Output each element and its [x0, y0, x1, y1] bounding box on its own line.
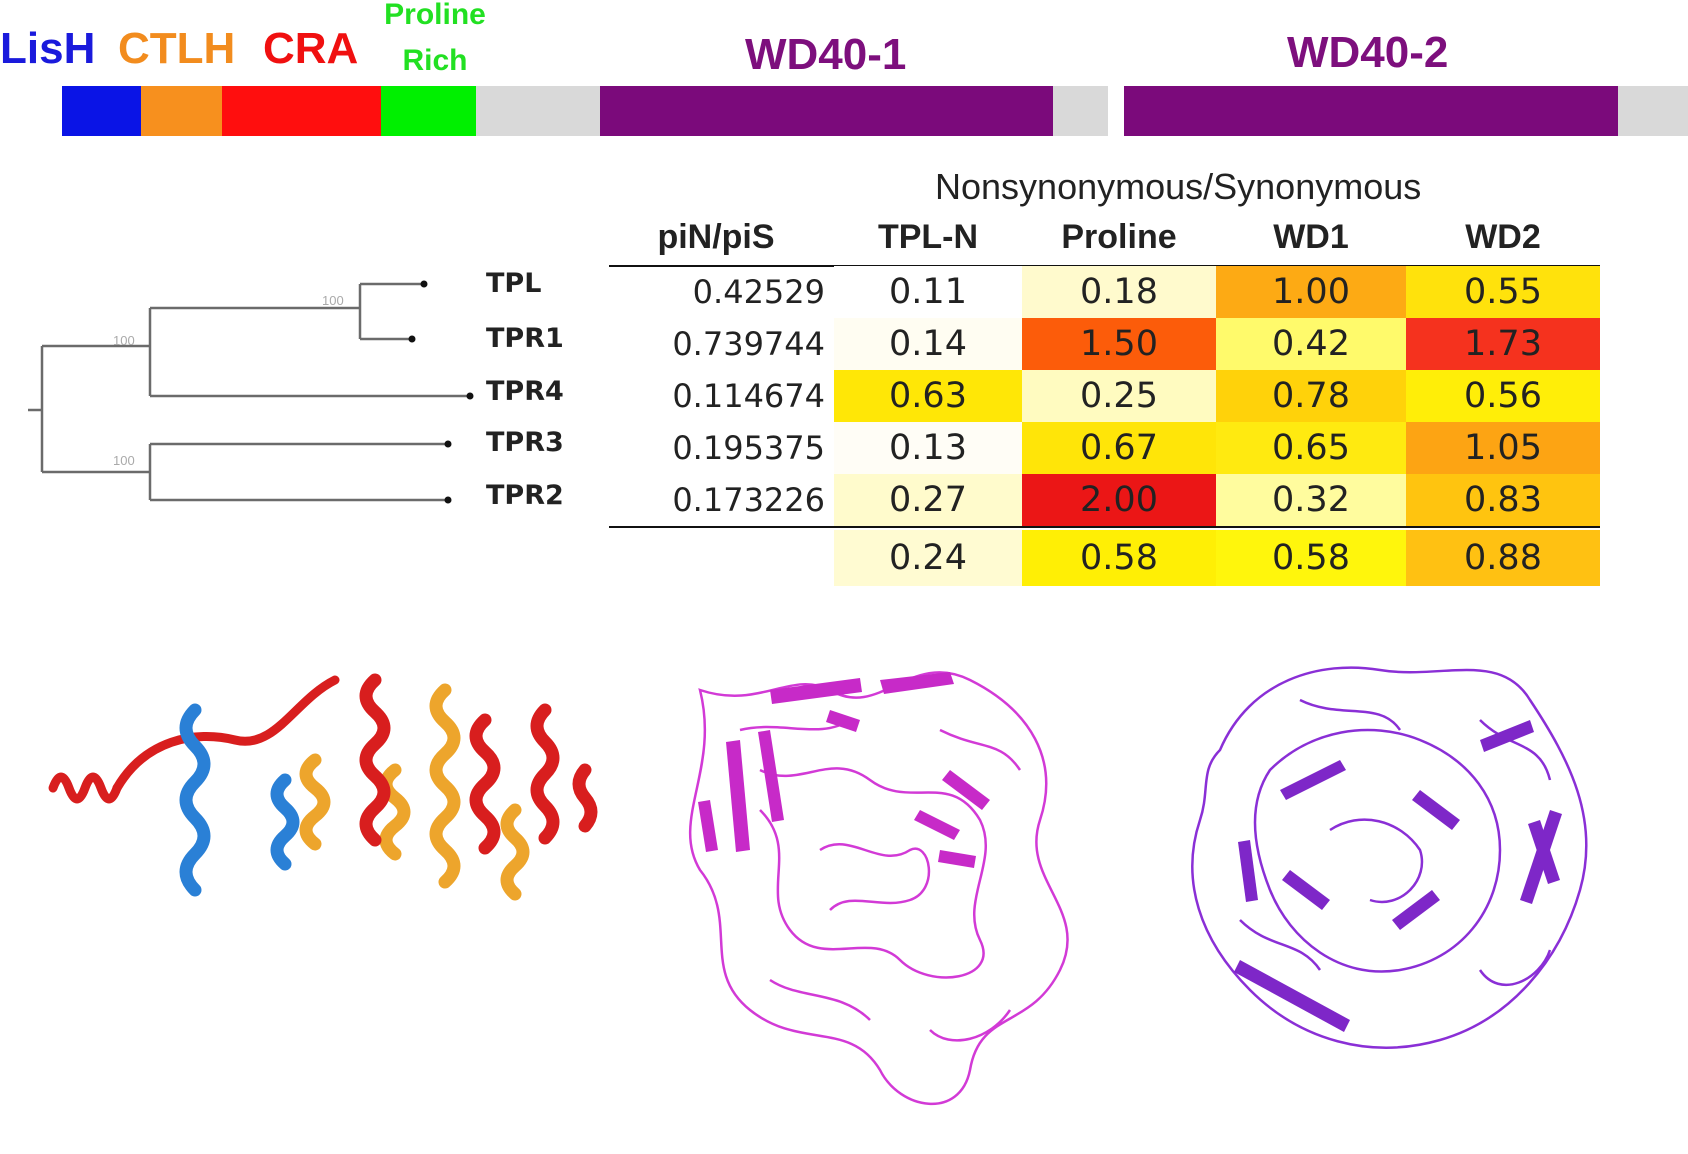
ratio-cell: 0.13	[834, 422, 1022, 474]
tip-dot-tpr4	[466, 392, 474, 400]
bar-segment-proline	[381, 86, 476, 136]
tip-dot-tpr1	[408, 335, 416, 343]
bar-segment-linker-1	[476, 86, 600, 136]
ratio-cell: 1.50	[1022, 318, 1216, 370]
bar-segment-lish	[62, 86, 141, 136]
domain-label-proline-line1: Proline	[384, 0, 486, 31]
ratio-cell: 0.63	[834, 370, 1022, 422]
ratio-cell: 0.56	[1406, 370, 1600, 422]
bar-segment-wd40-1	[600, 86, 1053, 136]
pinpis-cell: 0.195375	[672, 429, 825, 467]
wd40-1-structure-image	[688, 671, 1069, 1106]
bar-segment-wd40-2	[1124, 86, 1618, 136]
tip-dot-tpr3	[444, 440, 452, 448]
taxon-label-tpr1: TPR1	[486, 323, 564, 354]
taxon-label-tpr3: TPR3	[486, 427, 564, 458]
taxon-label-tpr2: TPR2	[486, 480, 564, 511]
taxon-label-tpl: TPL	[486, 268, 542, 299]
bar-segment-linker-3	[1618, 86, 1688, 136]
pinpis-cell: 0.114674	[672, 377, 825, 415]
ratio-cell: 1.05	[1406, 422, 1600, 474]
column-header-pinpis: piN/piS	[657, 218, 775, 256]
average-cell: 0.58	[1216, 530, 1406, 586]
pinpis-cell: 0.173226	[672, 481, 825, 519]
domain-architecture-bar	[0, 86, 1688, 136]
ratio-cell: 0.32	[1216, 474, 1406, 526]
ratio-cell: 0.27	[834, 474, 1022, 526]
ratio-cell: 0.42	[1216, 318, 1406, 370]
average-cell: 0.24	[834, 530, 1022, 586]
domain-label-ctlh: CTLH	[118, 24, 236, 73]
column-header-wd2: WD2	[1465, 218, 1541, 256]
ratio-cell: 0.83	[1406, 474, 1600, 526]
column-header-wd1: WD1	[1273, 218, 1349, 256]
ratio-cell: 0.78	[1216, 370, 1406, 422]
ratio-cell: 0.55	[1406, 266, 1600, 318]
ratio-cell: 0.14	[834, 318, 1022, 370]
column-header-tpl-n: TPL-N	[877, 218, 979, 256]
wd40-2-structure-image	[1191, 666, 1588, 1049]
ratio-cell: 0.67	[1022, 422, 1216, 474]
bar-segment-linker-2	[1053, 86, 1108, 136]
column-header-proline: Proline	[1061, 218, 1177, 256]
tip-dot-tpr2	[444, 496, 452, 504]
bar-segment-ctlh	[141, 86, 222, 136]
domain-label-lish: LisH	[0, 24, 96, 73]
ratio-cell: 0.11	[834, 266, 1022, 318]
domain-label-wd40-1: WD40-1	[745, 30, 907, 79]
average-cell: 0.58	[1022, 530, 1216, 586]
tip-dot-tpl	[420, 280, 428, 288]
phylogenetic-tree	[28, 280, 474, 504]
table-bottom-rule	[609, 526, 1600, 528]
pinpis-cell: 0.42529	[692, 273, 825, 311]
domain-label-proline-line2: Rich	[402, 44, 468, 77]
bootstrap-label: 100	[113, 453, 135, 468]
domain-label-cra: CRA	[263, 24, 359, 73]
ratio-cell: 0.65	[1216, 422, 1406, 474]
tpl-n-structure-image	[48, 673, 598, 901]
ratio-cell: 1.73	[1406, 318, 1600, 370]
ratio-cell: 1.00	[1216, 266, 1406, 318]
domain-label-wd40-2: WD40-2	[1287, 28, 1449, 77]
ratio-cell: 0.25	[1022, 370, 1216, 422]
taxon-label-tpr4: TPR4	[486, 376, 564, 407]
bar-segment-cra	[222, 86, 381, 136]
pinpis-cell: 0.739744	[672, 325, 825, 363]
table-group-header: Nonsynonymous/Synonymous	[935, 166, 1422, 207]
bootstrap-label: 100	[322, 293, 344, 308]
average-cell: 0.88	[1406, 530, 1600, 586]
ratio-cell: 0.18	[1022, 266, 1216, 318]
ratio-cell: 2.00	[1022, 474, 1216, 526]
bootstrap-label: 100	[113, 333, 135, 348]
